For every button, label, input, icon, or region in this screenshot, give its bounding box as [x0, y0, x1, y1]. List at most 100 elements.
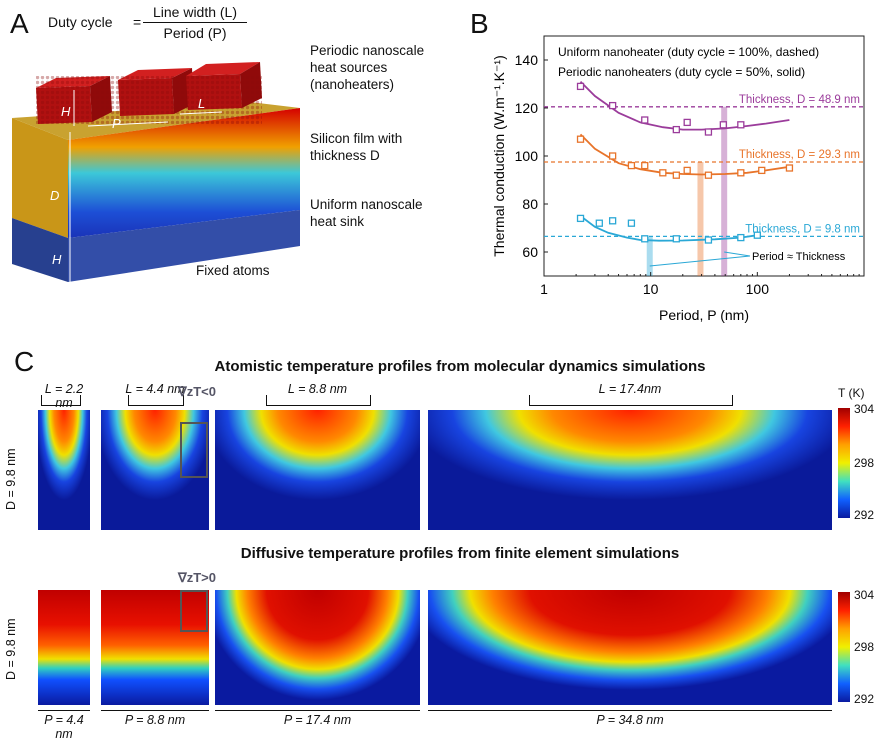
dim-h-bottom: H — [52, 252, 62, 267]
data-point — [659, 169, 667, 177]
md-profile-1 — [38, 410, 90, 530]
cb-md-292: 292 — [854, 508, 875, 522]
md-width-label: L = 8.8 nm — [287, 382, 348, 396]
data-point — [576, 214, 585, 223]
data-point — [641, 116, 649, 124]
data-point — [608, 152, 617, 160]
data-point — [785, 164, 794, 172]
legend-line-1: Uniform nanoheater (duty cycle = 100%, d… — [558, 45, 819, 59]
data-point — [576, 82, 585, 91]
dim-d: D — [50, 188, 60, 203]
data-point — [719, 121, 727, 129]
data-point — [595, 219, 603, 227]
panel-a-letter: A — [10, 8, 29, 39]
data-point — [608, 217, 617, 225]
width-bracket — [266, 395, 371, 406]
md-profile-2 — [101, 410, 209, 530]
thermal-conduction-chart: 60 80 100 120 140 1 10 100 Uniform nanoheater (… — [491, 35, 865, 323]
silicon-film-label: Silicon film with thickness D — [310, 130, 402, 164]
md-d-label: D = 9.8 nm — [4, 448, 18, 511]
label-d-10: Thickness, D = 9.8 nm — [745, 223, 860, 235]
grad-box-md — [180, 422, 208, 478]
x-axis-title: Period, P (nm) — [659, 307, 749, 323]
data-point — [641, 235, 649, 243]
cb-md-298: 298 — [854, 456, 875, 470]
label-d-29: Thickness, D = 29.3 nm — [739, 149, 860, 161]
y-tick-label: 60 — [522, 244, 538, 260]
fe-profile-1 — [38, 590, 90, 705]
colorbar-md — [838, 408, 850, 518]
data-point — [753, 231, 761, 239]
fe-profile-4 — [428, 590, 832, 705]
grad-lt-label: ∇zT<0 — [178, 384, 216, 399]
panel-c-letter: C — [14, 346, 35, 377]
md-width-label: L = 2.2 nm — [44, 382, 84, 410]
data-point — [704, 171, 713, 179]
heat-sink-line-1: Uniform nanoscale — [310, 197, 423, 212]
nanoheater-schematic — [12, 62, 300, 282]
fit-curve — [579, 215, 758, 242]
data-point — [641, 161, 649, 170]
data-point — [627, 219, 636, 227]
side-face — [12, 118, 68, 238]
period-label: P = 4.4 nm — [38, 710, 90, 741]
cb-fe-298: 298 — [854, 640, 875, 654]
panel-b-letter: B — [470, 8, 489, 39]
data-point — [704, 128, 713, 136]
heat-sink-label: Uniform nanoscale heat sink — [310, 196, 423, 230]
data-point — [758, 166, 766, 175]
highlight-band — [646, 236, 653, 276]
heat-sources-line-1: Periodic nanoscale — [310, 43, 425, 58]
period-thickness-annotation: Period ≈ Thickness — [752, 251, 846, 263]
heat-sink-line-2: heat sink — [310, 214, 365, 229]
duty-cycle-denominator: Period (P) — [163, 25, 227, 41]
data-point — [608, 101, 617, 110]
fe-profiles-row: P = 4.4 nm P = 8.8 nm P = 17.4 nm P = 34.8 … — [0, 565, 880, 741]
md-width-label: L = 17.4nm — [598, 382, 662, 396]
data-point — [737, 121, 745, 129]
highlight-band — [721, 106, 728, 276]
highlight-band — [697, 162, 704, 276]
data-point — [672, 171, 680, 179]
fraction-bar — [143, 22, 247, 23]
fe-title: Diffusive temperature profiles from fini… — [240, 545, 680, 562]
x-tick-label: 1 — [540, 281, 548, 297]
fe-profile-2 — [101, 590, 209, 705]
period-label: P = 8.8 nm — [101, 710, 209, 727]
period-label: P = 34.8 nm — [428, 710, 832, 727]
data-point — [672, 235, 680, 243]
duty-cycle-label: Duty cycle — [48, 14, 113, 30]
silicon-film-line-1: Silicon film with — [310, 131, 403, 146]
data-point — [737, 233, 745, 242]
annotation-arrow — [649, 255, 751, 267]
y-tick-label: 80 — [522, 196, 538, 212]
fe-profile-3 — [215, 590, 420, 705]
annotation-arrow — [724, 251, 751, 257]
dim-h-top: H — [61, 104, 71, 119]
md-title: Atomistic temperature profiles from mole… — [214, 358, 706, 375]
period-label: P = 17.4 nm — [215, 710, 420, 727]
width-bracket — [529, 395, 733, 406]
y-tick-label: 140 — [515, 52, 539, 68]
fe-d-label: D = 9.8 nm — [4, 618, 18, 681]
colorbar-title: T (K) — [838, 386, 865, 400]
md-profile-3 — [215, 410, 420, 530]
silicon-film-line-2: thickness D — [310, 148, 380, 163]
silicon-film-face — [68, 108, 300, 238]
data-point — [704, 236, 713, 244]
y-tick-label: 120 — [515, 100, 539, 116]
data-point — [627, 161, 636, 170]
data-point — [683, 166, 691, 175]
duty-cycle-equals: = — [133, 14, 142, 30]
duty-cycle-numerator: Line width (L) — [152, 4, 238, 20]
dim-p: P — [112, 116, 121, 131]
cb-md-304: 304 — [854, 402, 875, 416]
x-tick-label: 10 — [643, 281, 659, 297]
md-profiles-row: L = 2.2 nm L = 4.4 nm L = 8.8 nm L = 17.4nm — [0, 380, 880, 530]
md-profile-4 — [428, 410, 832, 530]
heat-sources-line-2: heat sources — [310, 60, 388, 75]
heat-sources-line-3: (nanoheaters) — [310, 77, 395, 92]
grad-gt-label: ∇zT>0 — [178, 570, 216, 585]
y-tick-label: 100 — [515, 148, 539, 164]
cb-fe-304: 304 — [854, 588, 875, 602]
